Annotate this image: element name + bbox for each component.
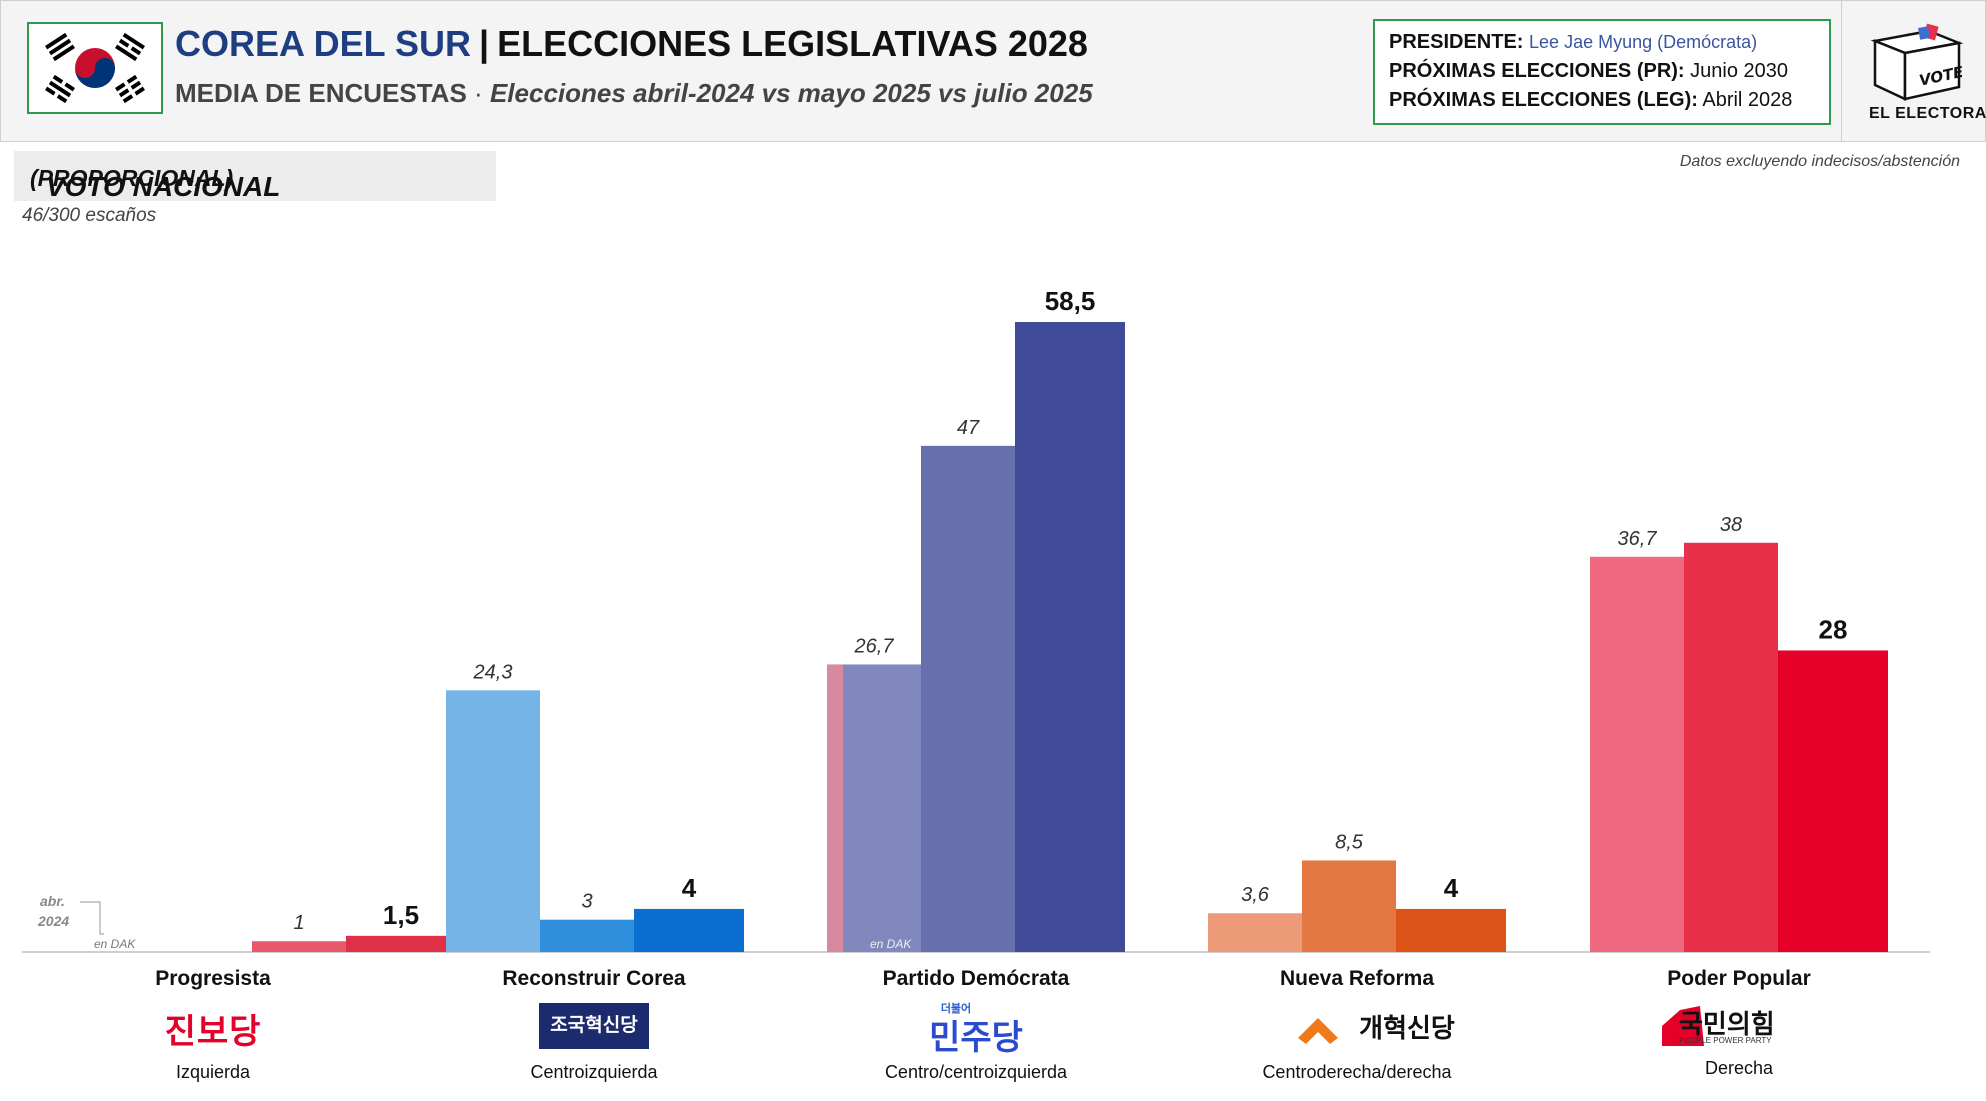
- en-dak-label: en DAK: [94, 937, 136, 951]
- bar-nueva-reforma-2: [1302, 860, 1396, 952]
- bar-reconstruir-corea-3: [634, 908, 744, 952]
- en-dak-label: en DAK: [870, 937, 912, 951]
- data-note: Datos excluyendo indecisos/abstención: [1679, 153, 1960, 170]
- bar-value-label: 47: [957, 417, 980, 439]
- bar-partido-demócrata-2: [921, 445, 1015, 952]
- next-pr-label: PRÓXIMAS ELECCIONES (PR):: [1389, 60, 1685, 82]
- section-title-sub: (PROPORCIONAL): [30, 165, 234, 191]
- bar-value-label: 1: [293, 912, 304, 934]
- bar-value-label: 38: [1720, 514, 1742, 536]
- page-subtitle: MEDIA DE ENCUESTAS · Elecciones abril-20…: [175, 78, 1093, 109]
- section-title-main: VOTO NACIONAL: [46, 171, 281, 202]
- nueva-reforma-party-logo: 개혁신당: [1359, 1013, 1455, 1043]
- party-name-label: Reconstruir Corea: [502, 967, 686, 990]
- bar-value-label: 1,5: [383, 900, 419, 930]
- president-row: PRESIDENTE: Lee Jae Myung (Demócrata): [1389, 31, 1757, 54]
- ballot-box-logo-icon: VOTE: [1867, 23, 1967, 103]
- title-separator: |: [479, 23, 490, 64]
- subtitle-bold: MEDIA DE ENCUESTAS: [175, 78, 467, 108]
- poder-popular-party-logo: 국민의힘: [1679, 1009, 1775, 1039]
- south-korea-flag-icon: [27, 22, 163, 114]
- president-value: Lee Jae Myung (Demócrata): [1529, 32, 1758, 52]
- section-title: VOTO NACIONAL (PROPORCIONAL): [14, 151, 496, 202]
- logo-name: EL ELECTORAL: [1869, 105, 1986, 122]
- party-ideology-label: Centroderecha/derecha: [1262, 1062, 1452, 1082]
- democrata-party-logo: 민주당: [929, 1019, 1023, 1057]
- president-label: PRESIDENTE:: [1389, 31, 1524, 53]
- bar-value-label: 3: [581, 891, 592, 913]
- dak-stripe: [827, 664, 843, 952]
- bar-progresista-1: [252, 941, 346, 952]
- next-leg-row: PRÓXIMAS ELECCIONES (LEG): Abril 2028: [1389, 89, 1792, 112]
- info-box: PRESIDENTE: Lee Jae Myung (Demócrata) PR…: [1373, 19, 1831, 125]
- bar-value-label: 4: [1444, 873, 1459, 903]
- party-ideology-label: Centroizquierda: [530, 1062, 658, 1082]
- nueva-reforma-chevron-icon: [1298, 1018, 1338, 1044]
- bar-nueva-reforma-3: [1396, 908, 1506, 952]
- page-title: COREA DEL SUR | ELECCIONES LEGISLATIVAS 20…: [175, 23, 1088, 65]
- party-name-label: Poder Popular: [1667, 967, 1811, 990]
- election-name: ELECCIONES LEGISLATIVAS 2028: [497, 23, 1088, 64]
- party-name-label: Partido Demócrata: [882, 967, 1070, 990]
- bar-value-label: 3,6: [1241, 884, 1270, 906]
- bar-value-label: 4: [682, 873, 697, 903]
- abr-bracket-line: [80, 901, 104, 935]
- poder-popular-logo-mark-icon: [1662, 1006, 1704, 1046]
- bar-value-label: 24,3: [473, 661, 513, 683]
- seats-note: 46/300 escaños: [22, 205, 157, 226]
- poder-popular-party-logo-small: PEOPLE POWER PARTY: [1679, 1036, 1772, 1045]
- next-leg-value: Abril 2028: [1702, 89, 1793, 111]
- bar-value-label: 8,5: [1335, 831, 1364, 853]
- progresista-party-logo: 진보당: [164, 1013, 262, 1051]
- header-bar: COREA DEL SUR | ELECCIONES LEGISLATIVAS 20…: [0, 0, 1986, 142]
- next-pr-value: Junio 2030: [1690, 60, 1789, 82]
- party-name-label: Progresista: [155, 967, 271, 990]
- bar-value-label: 28: [1819, 614, 1848, 644]
- reconstruir-corea-party-logo: 조국혁신당: [539, 1003, 649, 1049]
- party-ideology-label: Derecha: [1704, 1058, 1774, 1078]
- democrata-party-logo-small: 더불어: [940, 1003, 972, 1015]
- party-ideology-label: Centro/centroizquierda: [884, 1062, 1068, 1082]
- bar-nueva-reforma-1: [1208, 913, 1302, 952]
- bar-value-label: 58,5: [1045, 286, 1096, 316]
- bar-progresista-2: [346, 935, 456, 952]
- bar-reconstruir-corea-2: [540, 919, 634, 952]
- bar-reconstruir-corea-1: [446, 690, 540, 952]
- party-name-label: Nueva Reforma: [1279, 967, 1435, 990]
- abr-year-label: 2024: [37, 913, 69, 929]
- bar-poder-popular-2: [1684, 542, 1778, 952]
- subtitle-italic: Elecciones abril-2024 vs mayo 2025 vs ju…: [489, 78, 1093, 108]
- bar-value-label: 26,7: [854, 635, 895, 657]
- next-pr-row: PRÓXIMAS ELECCIONES (PR): Junio 2030: [1389, 60, 1788, 83]
- bar-poder-popular-3: [1778, 650, 1888, 952]
- country-name: COREA DEL SUR: [175, 23, 472, 64]
- bar-value-label: 36,7: [1618, 528, 1658, 550]
- next-leg-label: PRÓXIMAS ELECCIONES (LEG):: [1389, 89, 1698, 111]
- logo-divider: [1841, 1, 1842, 141]
- bar-partido-demócrata-3: [1015, 322, 1125, 952]
- party-ideology-label: Izquierda: [175, 1062, 251, 1082]
- abr-label: abr.: [40, 893, 65, 909]
- bar-poder-popular-1: [1590, 556, 1684, 952]
- subtitle-dot: ·: [474, 78, 483, 108]
